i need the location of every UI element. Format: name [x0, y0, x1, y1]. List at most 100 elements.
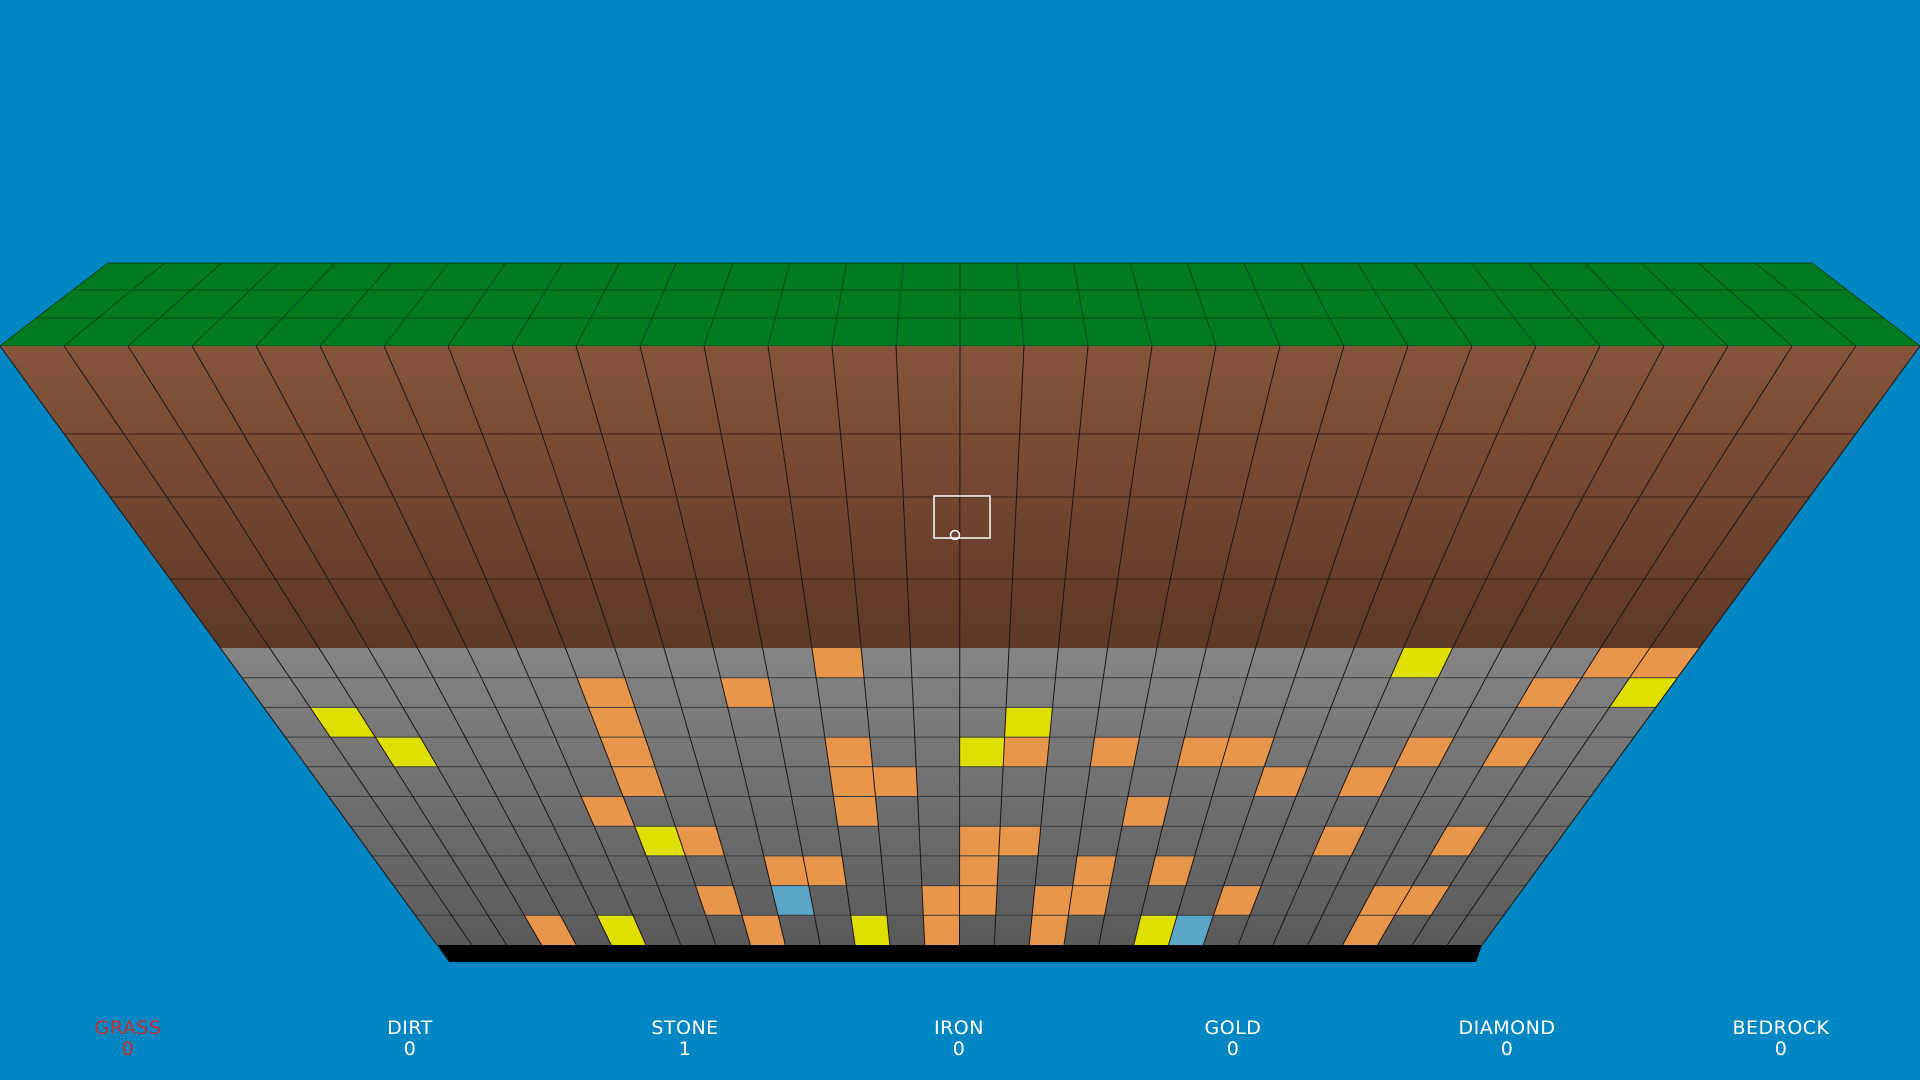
front-grid-col [1446, 345, 1857, 946]
gold-ore-block [310, 707, 376, 738]
slot-label: BEDROCK [1732, 1017, 1830, 1039]
grass-grid-col [63, 262, 166, 347]
grass-grid-col [831, 262, 847, 347]
gold-ore-block [1004, 707, 1053, 738]
front-grid-col [1063, 345, 1153, 946]
iron-ore-block [1122, 796, 1170, 827]
voxel-terrain[interactable] [0, 262, 1920, 962]
grass-grid-col [767, 262, 791, 347]
iron-ore-block [1394, 737, 1455, 767]
front-grid-col [383, 345, 647, 946]
slot-count: 0 [1774, 1038, 1788, 1060]
front-grid-col [639, 345, 786, 946]
iron-ore-block [1254, 766, 1308, 797]
front-grid-col [447, 345, 682, 946]
inventory-slot-gold[interactable]: GOLD 0 [1133, 1018, 1333, 1060]
inventory-slot-diamond[interactable]: DIAMOND 0 [1407, 1018, 1607, 1060]
grass-grid-col [0, 262, 109, 347]
iron-ore-block [923, 915, 960, 945]
grass-grid-col [255, 262, 336, 347]
gold-ore-block [634, 826, 686, 856]
front-grid-col [1377, 345, 1729, 946]
iron-ore-block [1213, 885, 1262, 916]
slot-label: DIRT [387, 1017, 433, 1039]
iron-ore-block [1090, 737, 1140, 767]
gold-ore-block [375, 737, 438, 767]
front-grid-col [1202, 345, 1409, 946]
front-grid-col [1342, 345, 1665, 946]
grass-grid-col [895, 262, 904, 347]
iron-ore-block [1177, 737, 1230, 767]
gold-ore-block [596, 915, 646, 945]
iron-ore-block [824, 737, 873, 767]
grass-grid-col [639, 262, 677, 347]
slot-label: STONE [651, 1017, 719, 1039]
front-grid-col [703, 345, 821, 946]
iron-ore-block [763, 855, 809, 886]
grass-grid-col [1073, 262, 1089, 347]
front-grid-col [993, 345, 1025, 946]
iron-ore-block [588, 707, 645, 738]
iron-ore-block [1032, 885, 1073, 916]
iron-ore-block [1338, 766, 1395, 797]
front-grid-col [511, 345, 717, 946]
front-grid-col [767, 345, 856, 946]
grass-grid-col [383, 262, 450, 347]
grass-grid-col [1413, 262, 1473, 347]
iron-ore-block [959, 885, 998, 916]
grass-grid-col [1357, 262, 1409, 347]
iron-ore-block [1516, 677, 1582, 708]
grass-grid-col [1811, 262, 1920, 347]
front-grid-col [831, 345, 891, 946]
gold-ore-block [1609, 677, 1678, 708]
iron-ore-block [921, 885, 960, 916]
iron-ore-block [1148, 855, 1195, 886]
grass-grid-col [1129, 262, 1153, 347]
grass-grid-col [1527, 262, 1601, 347]
front-grid-col [127, 345, 508, 946]
iron-ore-block [802, 855, 847, 886]
iron-ore-block [1629, 648, 1700, 678]
iron-ore-block [1220, 737, 1275, 767]
grass-grid-col [511, 262, 563, 347]
front-grid-col [1481, 345, 1920, 946]
grass-grid-col [1186, 262, 1217, 347]
diamond-ore-block [770, 885, 815, 916]
front-grid-col [959, 345, 961, 946]
slot-count: 0 [1226, 1038, 1240, 1060]
grass-grid-col [703, 262, 734, 347]
slot-label: GRASS [94, 1017, 162, 1039]
iron-ore-block [576, 677, 635, 708]
inventory-slot-dirt[interactable]: DIRT 0 [310, 1018, 510, 1060]
grass-grid-col [447, 262, 507, 347]
grass-grid-col [1698, 262, 1793, 347]
inventory-slot-grass[interactable]: GRASS 0 [28, 1018, 228, 1060]
iron-ore-block [1394, 885, 1450, 916]
inventory-slot-stone[interactable]: STONE 1 [585, 1018, 785, 1060]
bedrock-layer [437, 945, 1482, 962]
front-grid-col [575, 345, 751, 946]
iron-ore-block [581, 796, 635, 827]
iron-ore-block [811, 648, 864, 678]
front-grid-col [63, 345, 473, 946]
iron-ore-block [959, 826, 1001, 856]
grass-grid-col [1470, 262, 1537, 347]
front-grid-col [319, 345, 612, 946]
grass-grid-col [1641, 262, 1729, 347]
grass-grid-col [1754, 262, 1857, 347]
iron-ore-block [741, 915, 786, 945]
iron-ore-block [998, 826, 1041, 856]
inventory-slot-iron[interactable]: IRON 0 [859, 1018, 1059, 1060]
grass-grid-col [1584, 262, 1665, 347]
slot-count: 1 [678, 1038, 692, 1060]
gold-ore-block [850, 915, 890, 945]
front-grid-col [1028, 345, 1089, 946]
front-grid-col [255, 345, 577, 946]
slot-count: 0 [1500, 1038, 1514, 1060]
slot-label: GOLD [1204, 1017, 1262, 1039]
grass-grid-col [575, 262, 620, 347]
block-inventory-bar: GRASS 0 DIRT 0 STONE 1 IRON 0 GOLD 0 DIA… [0, 1018, 1920, 1068]
inventory-slot-bedrock[interactable]: BEDROCK 0 [1681, 1018, 1881, 1060]
gold-ore-block [1133, 915, 1178, 945]
